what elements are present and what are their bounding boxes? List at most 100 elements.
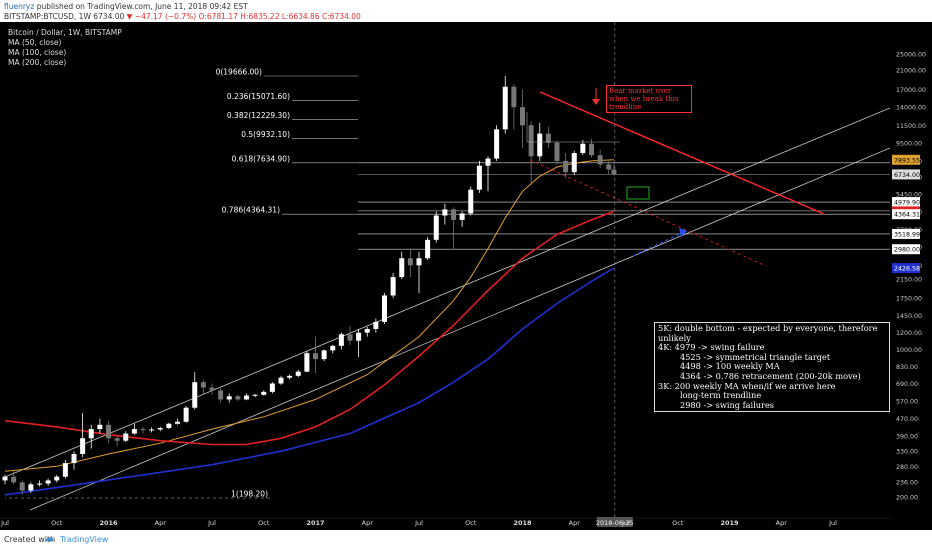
price-marker-label: 3518.99 bbox=[894, 231, 920, 238]
fib-label: 0.382(12229.30) bbox=[227, 111, 290, 120]
candle-body bbox=[304, 353, 310, 372]
x-tick-label: Jul bbox=[828, 519, 837, 527]
candle-body bbox=[433, 215, 439, 240]
legend-ma50[interactable]: MA (50, close) bbox=[8, 38, 62, 47]
x-tick-label: 2018-06-25 bbox=[596, 519, 634, 527]
ohlc-line: BITSTAMP:BTCUSD, 1W 6734.00 ▼ −47.17 (−0… bbox=[4, 12, 361, 21]
note-line: 5K: double bottom - expected by everyone… bbox=[658, 323, 878, 343]
fib-label: 0(19666.00) bbox=[216, 68, 262, 77]
candle-body bbox=[131, 429, 137, 434]
x-tick-label: Oct bbox=[51, 519, 63, 527]
candle-body bbox=[442, 209, 448, 216]
candle-body bbox=[37, 483, 42, 485]
candle-body bbox=[226, 396, 232, 400]
author-name[interactable]: fluenryz bbox=[4, 2, 35, 11]
x-tick-label: Jul bbox=[0, 519, 9, 527]
candle-body bbox=[200, 382, 206, 388]
y-tick-label: 1450.00 bbox=[896, 313, 922, 320]
candle-body bbox=[88, 429, 94, 439]
candle-body bbox=[71, 454, 77, 464]
ma50-line bbox=[4, 159, 614, 472]
candle-body bbox=[209, 387, 215, 391]
price-marker-badge bbox=[892, 263, 920, 274]
candle-body bbox=[537, 133, 543, 157]
candle-body bbox=[54, 476, 60, 481]
bear-trendline bbox=[539, 91, 825, 215]
y-tick-label: 1000.00 bbox=[896, 347, 922, 354]
fib-label: 1(198.20) bbox=[231, 490, 268, 499]
x-tick-label: Apr bbox=[776, 519, 788, 527]
x-tick-label: 2018 bbox=[513, 519, 532, 527]
candle-body bbox=[451, 209, 456, 220]
x-tick-label: Oct bbox=[465, 519, 477, 527]
candle-body bbox=[157, 427, 163, 430]
channel-upper-line bbox=[4, 107, 891, 478]
candle-body bbox=[330, 345, 336, 351]
price-marker-label: 7893.55 bbox=[894, 157, 920, 164]
y-tick-label: 17000.00 bbox=[896, 87, 926, 94]
high-value: H:6835.22 bbox=[240, 12, 280, 21]
y-tick-label: 570.00 bbox=[896, 399, 918, 406]
candle-body bbox=[183, 407, 189, 422]
candle-body bbox=[287, 375, 293, 378]
price-marker-badge bbox=[892, 169, 920, 180]
projection-arrowhead-icon bbox=[679, 228, 687, 237]
candle-body bbox=[269, 383, 275, 392]
candle-body bbox=[80, 438, 86, 455]
y-tick-label: 9500.00 bbox=[896, 140, 922, 147]
candle-body bbox=[476, 165, 482, 190]
candle-body bbox=[520, 107, 525, 126]
candle-body bbox=[373, 321, 379, 329]
chart-area[interactable]: 0(19666.00) 0.236(15071.60) 0.382(12229.30… bbox=[0, 22, 932, 530]
candle-body bbox=[390, 277, 396, 296]
candle-body bbox=[235, 396, 241, 400]
price-marker-label: 2980.00 bbox=[894, 247, 920, 254]
y-tick-label: 11500.00 bbox=[896, 123, 926, 130]
current-date-badge bbox=[596, 517, 633, 527]
y-tick-label: 200.00 bbox=[896, 495, 918, 502]
annotation-bear-market: Bear market over when we break this tren… bbox=[606, 85, 692, 113]
candle-body bbox=[175, 421, 180, 424]
candle-body bbox=[261, 391, 267, 395]
candle-body bbox=[97, 424, 103, 430]
legend: Bitcoin / Dollar, 1W, BITSTAMP MA (50, c… bbox=[8, 28, 122, 68]
candle-body bbox=[295, 371, 301, 376]
price-chart[interactable]: 0(19666.00) 0.236(15071.60) 0.382(12229.30… bbox=[0, 22, 932, 530]
candle-body bbox=[382, 295, 387, 322]
down-arrow-icon: ▼ bbox=[126, 12, 133, 21]
publish-info: fluenryz published on TradingView.com, J… bbox=[4, 2, 248, 11]
candle-body bbox=[399, 258, 405, 278]
candle-body bbox=[416, 258, 422, 266]
fib-label: 0.618(7634.90) bbox=[232, 154, 290, 163]
last-price: 6734.00 bbox=[93, 12, 125, 21]
note-line: 4498 -> 100 weekly MA bbox=[680, 361, 780, 372]
candle-body bbox=[321, 350, 327, 360]
candle-body bbox=[494, 129, 500, 159]
note-line: 3K: 200 weekly MA when/if we arrive here bbox=[658, 380, 836, 391]
candle-body bbox=[597, 155, 603, 165]
candle-body bbox=[45, 480, 51, 484]
created-with: Created with bbox=[4, 535, 56, 544]
y-tick-label: 830.00 bbox=[896, 364, 918, 371]
candle-body bbox=[407, 258, 413, 266]
tradingview-brand[interactable]: TradingView bbox=[60, 535, 109, 544]
candle-body bbox=[347, 334, 353, 341]
candle-body bbox=[545, 133, 551, 143]
candle-body bbox=[252, 394, 258, 396]
price-change: −47.17 (−0.7%) bbox=[134, 12, 197, 21]
note-line: long-term trendline bbox=[680, 390, 762, 401]
y-tick-label: 236.00 bbox=[896, 479, 918, 486]
candle-body bbox=[114, 438, 120, 441]
trendline-projection-dashed bbox=[529, 159, 767, 267]
candle-body bbox=[589, 143, 594, 156]
candle-body bbox=[149, 429, 155, 431]
legend-ma100[interactable]: MA (100, close) bbox=[8, 48, 67, 57]
price-marker-label: 4979.90 bbox=[894, 200, 920, 207]
legend-ma200[interactable]: MA (200, close) bbox=[8, 58, 67, 67]
y-tick-label: 470.00 bbox=[896, 416, 918, 423]
y-tick-label: 280.00 bbox=[896, 464, 918, 471]
price-marker-label: 6734.00 bbox=[894, 172, 920, 179]
candle-body bbox=[313, 353, 318, 360]
x-tick-label: Apr bbox=[155, 519, 167, 527]
symbol: BITSTAMP:BTCUSD, 1W bbox=[4, 12, 91, 21]
